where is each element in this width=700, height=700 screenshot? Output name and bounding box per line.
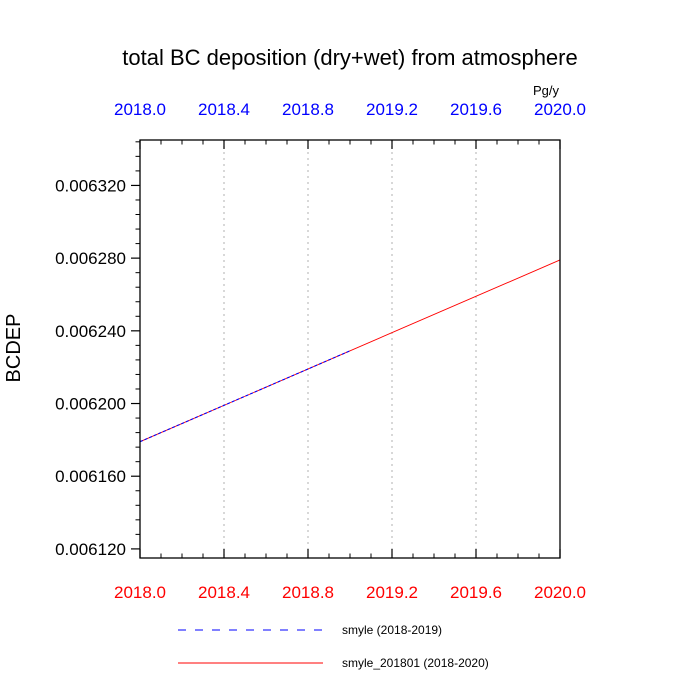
grid-lines	[223, 140, 477, 558]
y-tick-label: 0.006200	[55, 395, 126, 414]
series-line	[139, 350, 351, 443]
bottom-x-tick-label: 2018.0	[114, 583, 166, 602]
y-tick-labels: 0.006120 0.006160 0.006200 0.006240 0.006280…	[55, 176, 126, 558]
bottom-x-tick-label: 2019.6	[450, 583, 502, 602]
legend-entry-label: smyle (2018-2019)	[342, 623, 442, 637]
y-axis-label: BCDEP	[3, 314, 25, 383]
top-x-tick-label: 2020.0	[534, 100, 586, 119]
top-x-tick-label: 2018.4	[198, 100, 250, 119]
top-x-tick-label: 2019.2	[366, 100, 418, 119]
y-tick-label: 0.006320	[55, 176, 126, 195]
legend-entry-label: smyle_201801 (2018-2020)	[342, 656, 489, 670]
legend: smyle (2018-2019) smyle_201801 (2018-2020…	[178, 623, 489, 670]
y-tick-label: 0.006280	[55, 249, 126, 268]
series-group	[139, 259, 561, 443]
plot-frame	[139, 139, 561, 559]
top-x-tick-label: 2018.8	[282, 100, 334, 119]
top-x-tick-label: 2018.0	[114, 100, 166, 119]
tick-marks	[131, 140, 561, 558]
bottom-x-tick-labels: 2018.0 2018.4 2018.8 2019.2 2019.6 2020.0	[114, 583, 586, 602]
top-x-tick-labels: 2018.0 2018.4 2018.8 2019.2 2019.6 2020.0	[114, 100, 586, 119]
y-tick-label: 0.006240	[55, 322, 126, 341]
bottom-x-tick-label: 2020.0	[534, 583, 586, 602]
bottom-x-tick-label: 2018.8	[282, 583, 334, 602]
chart-title: total BC deposition (dry+wet) from atmos…	[122, 45, 577, 70]
y-tick-label: 0.006120	[55, 540, 126, 559]
top-x-tick-label: 2019.6	[450, 100, 502, 119]
series-line	[139, 259, 561, 443]
y-tick-label: 0.006160	[55, 467, 126, 486]
units-label: Pg/y	[533, 83, 560, 98]
bottom-x-tick-label: 2018.4	[198, 583, 250, 602]
bottom-x-tick-label: 2019.2	[366, 583, 418, 602]
